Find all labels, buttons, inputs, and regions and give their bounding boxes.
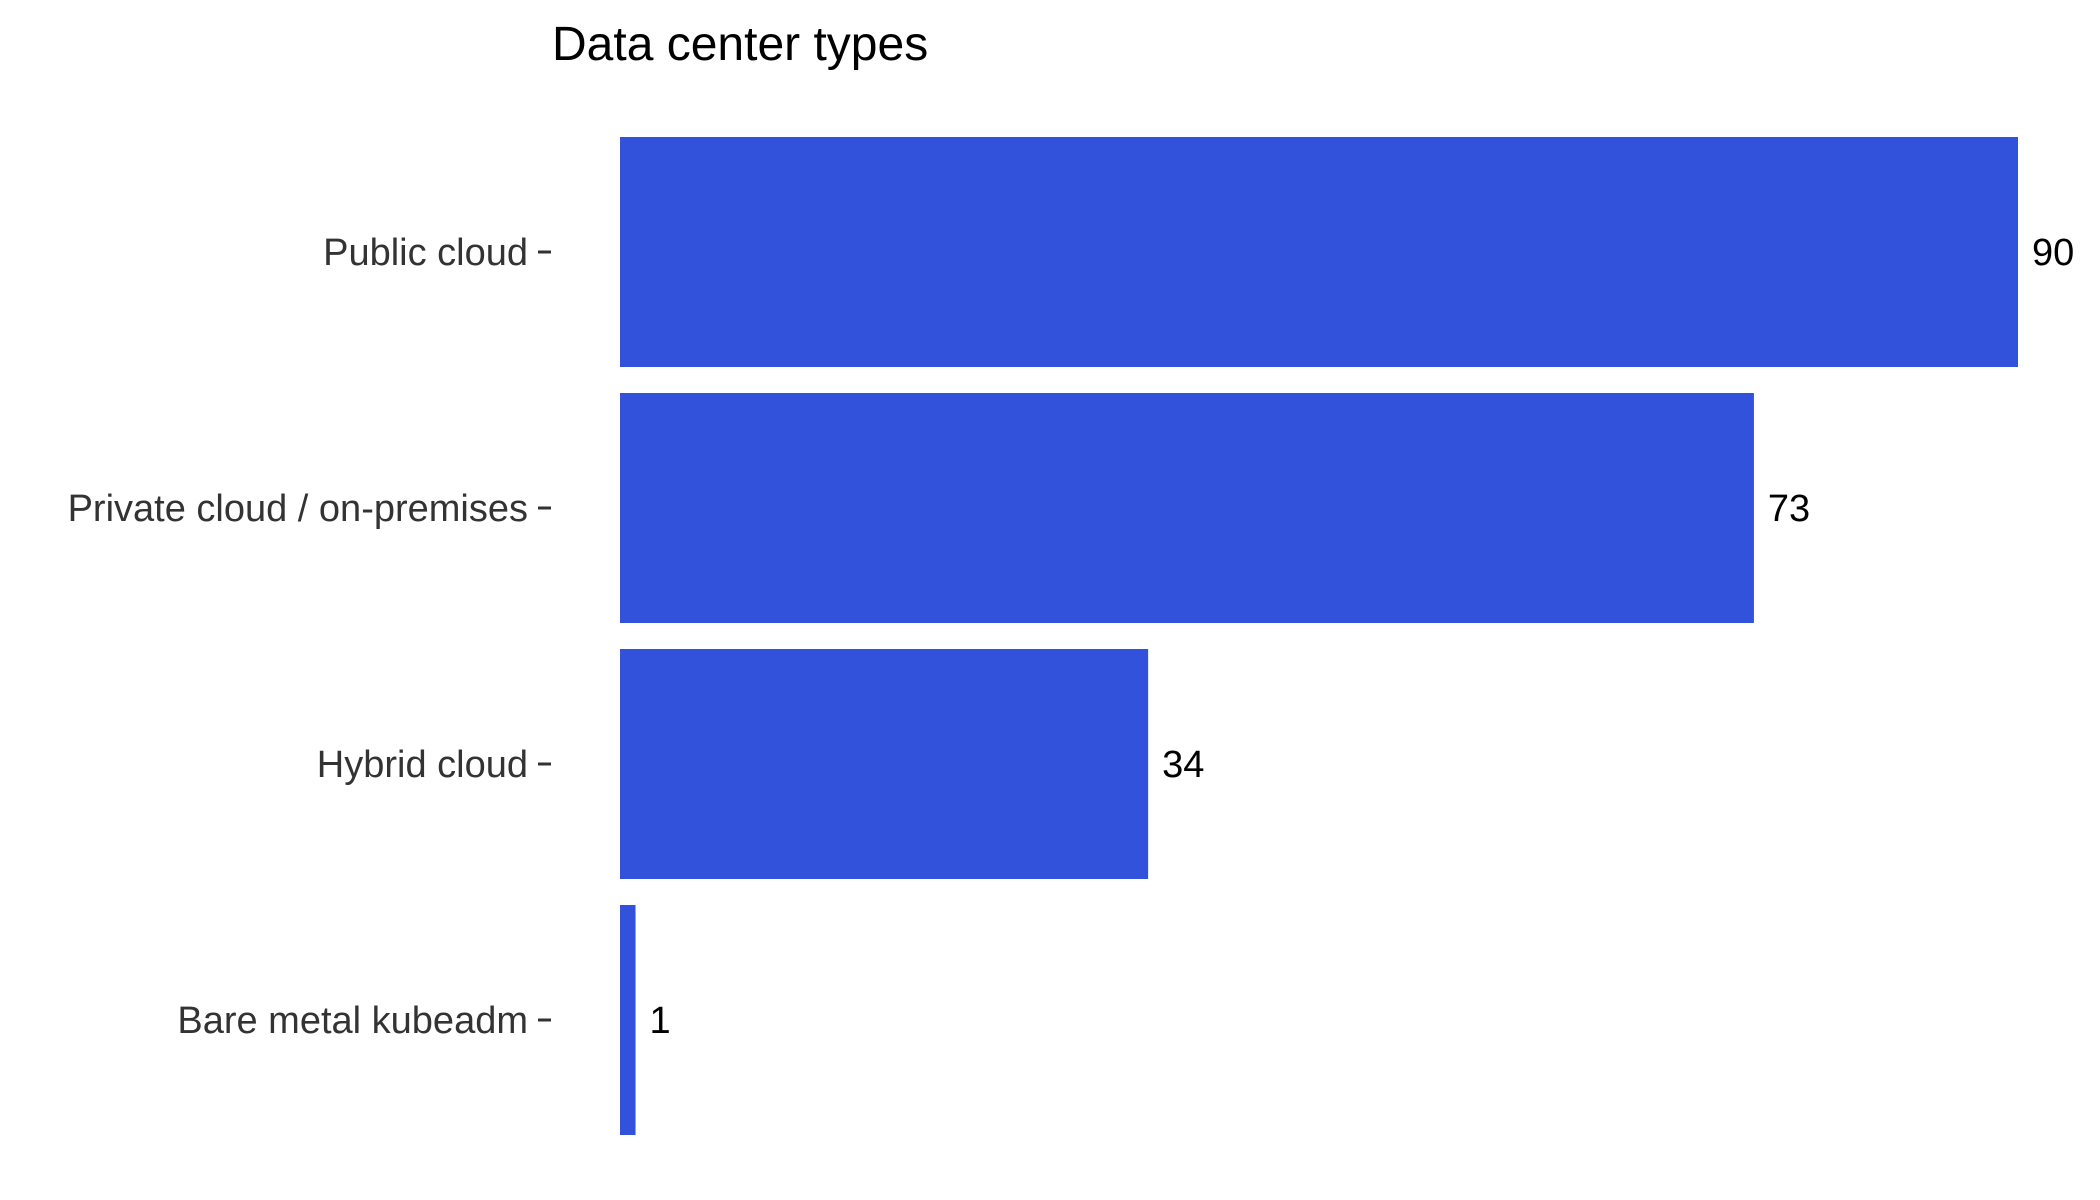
category-label: Public cloud xyxy=(323,232,528,274)
data-label: 34 xyxy=(1162,744,1204,786)
category-label: Private cloud / on-premises xyxy=(68,488,528,530)
category-label: Hybrid cloud xyxy=(317,744,528,786)
category-label: Bare metal kubeadm xyxy=(177,1000,528,1042)
chart-title: Data center types xyxy=(552,18,928,71)
bar xyxy=(620,649,1149,879)
data-label: 90 xyxy=(2032,232,2074,274)
bar xyxy=(620,393,1754,623)
bar xyxy=(620,137,2018,367)
data-label: 1 xyxy=(650,1000,671,1042)
bars-layer xyxy=(620,137,2018,1135)
value-labels-layer: 90 73 34 1 xyxy=(650,232,2075,1042)
data-label: 73 xyxy=(1768,488,1810,530)
category-labels-layer: Public cloud Private cloud / on-premises H… xyxy=(68,232,551,1042)
bar xyxy=(620,905,636,1135)
